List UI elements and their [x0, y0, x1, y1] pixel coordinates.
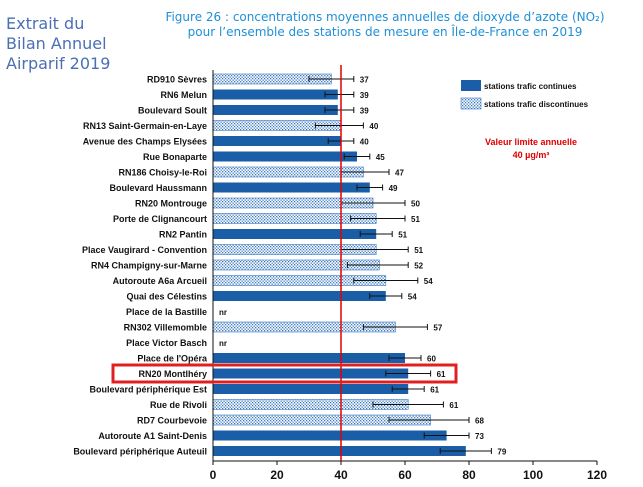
value-label: 68 — [475, 417, 484, 426]
value-label: 45 — [376, 153, 385, 162]
value-label: 54 — [424, 277, 433, 286]
category-label: RN186 Choisy-le-Roi — [118, 168, 207, 178]
category-label: Boulevard périphérique Est — [89, 385, 207, 395]
legend-label-hatched: stations trafic discontinues — [484, 100, 589, 109]
category-label: RN4 Champigny-sur-Marne — [91, 261, 207, 271]
source-line-1: Extrait du — [6, 14, 85, 33]
x-tick-label: 60 — [398, 468, 412, 482]
category-label: Autoroute A1 Saint-Denis — [98, 431, 207, 441]
value-label: 61 — [430, 386, 439, 395]
figure-title: Figure 26 : concentrations moyennes annu… — [150, 10, 620, 40]
x-tick-label: 120 — [587, 468, 607, 482]
not-reported-label: nr — [219, 308, 227, 317]
x-tick-label: 80 — [462, 468, 476, 482]
value-label: 54 — [408, 293, 417, 302]
value-label: 40 — [360, 138, 369, 147]
value-label: 37 — [360, 76, 369, 85]
category-label: RN13 Saint-Germain-en-Laye — [83, 121, 207, 131]
bar — [213, 291, 386, 301]
highlight-box — [111, 363, 458, 384]
x-tick-label: 0 — [210, 468, 217, 482]
category-label: Rue Bonaparte — [143, 152, 207, 162]
category-label: RN302 Villemomble — [124, 323, 207, 333]
value-label: 40 — [369, 122, 378, 131]
value-label: 79 — [497, 448, 506, 457]
report-source-label: Extrait du Bilan Annuel Airparif 2019 — [6, 14, 136, 74]
source-line-2: Bilan Annuel — [6, 34, 107, 53]
bar — [213, 151, 357, 162]
value-label: 73 — [475, 432, 484, 441]
category-label: Autoroute A6a Arcueil — [113, 276, 207, 286]
value-label: 52 — [414, 262, 423, 271]
value-label: 60 — [427, 355, 436, 364]
value-label: 61 — [449, 401, 458, 410]
value-label: 49 — [389, 184, 398, 193]
value-label: 57 — [433, 324, 442, 333]
bar — [213, 182, 370, 193]
figure-title-line-1: Figure 26 : concentrations moyennes annu… — [165, 10, 605, 24]
category-label: Place de l'Opéra — [137, 354, 208, 364]
category-label: RD910 Sèvres — [147, 75, 207, 85]
value-label: 51 — [411, 215, 420, 224]
not-reported-label: nr — [219, 339, 227, 348]
source-line-3: Airparif 2019 — [6, 54, 111, 73]
x-tick-label: 40 — [334, 468, 348, 482]
category-label: Porte de Clignancourt — [113, 214, 207, 224]
bar — [213, 89, 338, 100]
legend-swatch-hatched — [460, 97, 482, 110]
x-tick-label: 20 — [270, 468, 284, 482]
category-label: Avenue des Champs Elysées — [83, 137, 207, 147]
x-tick-label: 100 — [523, 468, 543, 482]
value-label: 39 — [360, 91, 369, 100]
category-label: Boulevard Haussmann — [109, 183, 207, 193]
value-label: 47 — [395, 169, 404, 178]
value-label: 50 — [411, 200, 420, 209]
category-label: RD7 Courbevoie — [137, 416, 207, 426]
category-label: Rue de Rivoli — [150, 400, 207, 410]
category-label: RN6 Melun — [160, 90, 207, 100]
legend-label-solid: stations trafic continues — [484, 82, 577, 91]
value-label: 39 — [360, 107, 369, 116]
value-label: 51 — [414, 246, 423, 255]
value-label: 61 — [437, 370, 446, 379]
bar — [213, 105, 338, 115]
bar — [213, 446, 466, 456]
bar — [213, 136, 341, 146]
figure-title-line-2: pour l’ensemble des stations de mesure e… — [187, 25, 583, 39]
category-label: Boulevard Soult — [138, 106, 207, 116]
category-label: RN2 Pantin — [159, 230, 207, 240]
limit-label-line-1: Valeur limite annuelle — [485, 137, 577, 147]
category-label: Place Victor Basch — [126, 338, 207, 348]
category-label: Place Vaugirard - Convention — [82, 245, 207, 255]
value-label: 51 — [398, 231, 407, 240]
bar — [213, 368, 409, 379]
bar — [213, 229, 377, 239]
legend-swatch-solid — [461, 80, 481, 91]
bar — [213, 353, 405, 363]
limit-label-line-2: 40 µg/m³ — [513, 150, 550, 160]
category-label: RN20 Montlhéry — [138, 369, 207, 379]
category-label: Place de la Bastille — [126, 307, 207, 317]
bar — [213, 430, 447, 441]
category-label: Quai des Célestins — [126, 292, 207, 302]
bar — [213, 384, 409, 394]
category-label: Boulevard périphérique Auteuil — [73, 447, 207, 457]
category-label: RN20 Montrouge — [135, 199, 207, 209]
